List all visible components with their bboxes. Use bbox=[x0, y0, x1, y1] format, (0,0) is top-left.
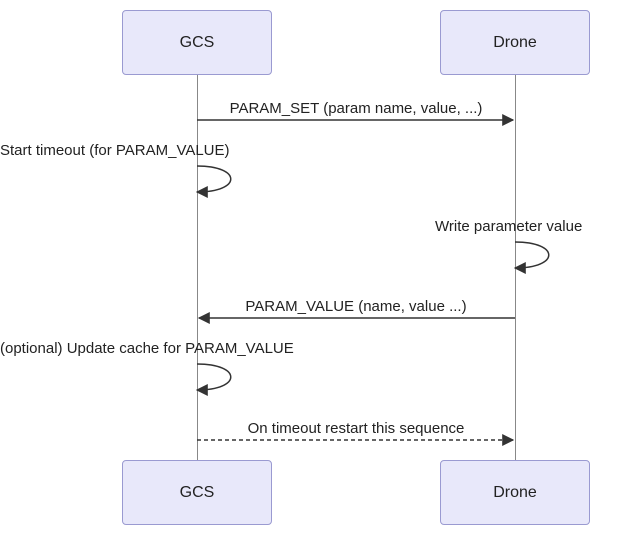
lifeline-gcs bbox=[197, 75, 198, 460]
msg-label-0: PARAM_SET (param name, value, ...) bbox=[156, 100, 556, 117]
msg-label-2: Write parameter value bbox=[435, 218, 641, 235]
participant-gcs-label: GCS bbox=[180, 34, 215, 52]
participant-gcs-bottom: GCS bbox=[122, 460, 272, 525]
arrows-layer bbox=[0, 0, 641, 537]
participant-gcs-label-bottom: GCS bbox=[180, 484, 215, 502]
participant-drone-label-bottom: Drone bbox=[493, 484, 537, 502]
participant-drone-bottom: Drone bbox=[440, 460, 590, 525]
participant-drone-top: Drone bbox=[440, 10, 590, 75]
msg-label-3: PARAM_VALUE (name, value ...) bbox=[156, 298, 556, 315]
msg-label-5: On timeout restart this sequence bbox=[156, 420, 556, 437]
participant-drone-label: Drone bbox=[493, 34, 537, 52]
participant-gcs-top: GCS bbox=[122, 10, 272, 75]
sequence-diagram: GCS Drone GCS Drone PARAM_SET (param nam… bbox=[0, 0, 641, 537]
lifeline-drone bbox=[515, 75, 516, 460]
msg-label-1: Start timeout (for PARAM_VALUE) bbox=[0, 142, 192, 159]
msg-label-4: (optional) Update cache for PARAM_VALUE bbox=[0, 340, 192, 357]
